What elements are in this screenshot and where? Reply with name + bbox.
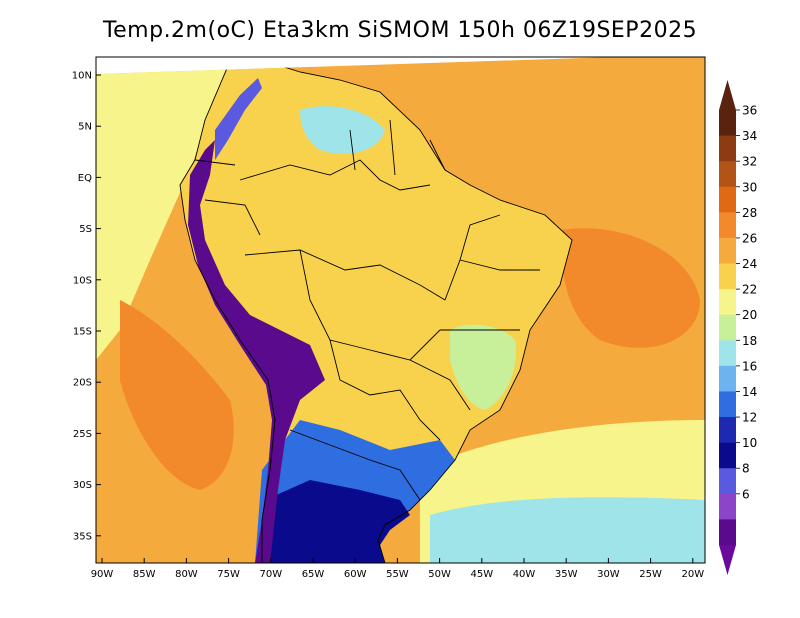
lat-tick-label: 15S bbox=[73, 327, 92, 338]
lon-tick-label: 60W bbox=[344, 569, 367, 580]
colorbar-segment bbox=[719, 237, 736, 265]
colorbar: 36 34 32 30 28 26 24 22 20 18 16 14 12 10 8 6 bbox=[719, 80, 757, 575]
colorbar-label: 26 bbox=[742, 231, 757, 245]
colorbar-segment bbox=[719, 468, 736, 495]
colorbar-segment bbox=[719, 161, 736, 188]
colorbar-label: 32 bbox=[742, 155, 757, 169]
colorbar-segment bbox=[719, 340, 736, 367]
colorbar-label: 10 bbox=[742, 436, 757, 450]
southeast-highland-cool bbox=[450, 324, 516, 410]
lon-tick-label: 50W bbox=[428, 569, 451, 580]
colorbar-segment bbox=[719, 442, 736, 469]
atlantic-warm-patch bbox=[560, 228, 700, 348]
lon-tick-label: 65W bbox=[302, 569, 325, 580]
south-atlantic-cold-band bbox=[430, 497, 705, 563]
lat-tick-label: 35S bbox=[73, 531, 92, 542]
colorbar-segment bbox=[719, 212, 736, 239]
colorbar-label: 14 bbox=[742, 385, 757, 399]
lat-tick-label: 5N bbox=[78, 122, 92, 133]
pacific-cool-band bbox=[96, 60, 230, 360]
lon-tick-label: 30W bbox=[597, 569, 620, 580]
colorbar-label: 20 bbox=[742, 308, 757, 322]
colorbar-label: 22 bbox=[742, 283, 757, 297]
colorbar-segment bbox=[719, 289, 736, 316]
lat-tick-label: 20S bbox=[73, 378, 92, 389]
lon-tick-label: 85W bbox=[133, 569, 156, 580]
colorbar-segment bbox=[719, 519, 736, 546]
colorbar-segment bbox=[719, 314, 736, 341]
colorbar-segment bbox=[719, 110, 736, 137]
lon-tick-label: 90W bbox=[91, 569, 114, 580]
colorbar-label: 24 bbox=[742, 257, 757, 271]
colorbar-low-arrow bbox=[719, 545, 736, 575]
lat-tick-label: EQ bbox=[78, 173, 92, 184]
lat-tick-label: 10N bbox=[72, 71, 92, 82]
lat-tick-label: 25S bbox=[73, 429, 92, 440]
longitude-axis: 90W 85W 80W 75W 70W 65W 60W 55W 50W 45W 40W 35W 30W 2… bbox=[91, 558, 704, 580]
colorbar-segment bbox=[719, 186, 736, 213]
southern-colder-zone bbox=[258, 480, 410, 563]
lat-tick-label: 10S bbox=[73, 275, 92, 286]
lon-tick-label: 75W bbox=[217, 569, 240, 580]
lat-tick-label: 30S bbox=[73, 480, 92, 491]
colorbar-segment bbox=[719, 493, 736, 520]
map-frame bbox=[95, 56, 706, 564]
colorbar-segment bbox=[719, 135, 736, 162]
colorbar-label: 6 bbox=[742, 487, 750, 501]
lon-tick-label: 70W bbox=[259, 569, 282, 580]
colorbar-label: 30 bbox=[742, 180, 757, 194]
country-borders bbox=[179, 59, 573, 563]
colorbar-high-arrow bbox=[719, 80, 736, 110]
colorbar-label: 12 bbox=[742, 411, 757, 425]
colorbar-segment bbox=[719, 391, 736, 418]
colorbar-label: 34 bbox=[742, 129, 757, 143]
pacific-warm-patch bbox=[120, 300, 234, 490]
guiana-highland-cool bbox=[300, 106, 385, 154]
lon-tick-label: 45W bbox=[470, 569, 493, 580]
colorbar-label: 8 bbox=[742, 462, 750, 476]
colorbar-label: 36 bbox=[742, 104, 757, 118]
colorbar-label: 16 bbox=[742, 359, 757, 373]
colorbar-segment bbox=[719, 263, 736, 290]
lon-tick-label: 35W bbox=[555, 569, 578, 580]
lon-tick-label: 40W bbox=[513, 569, 536, 580]
latitude-axis: 10N 5N EQ 5S 10S 15S 20S 25S 30S 35S bbox=[72, 71, 101, 542]
andes-cold-strip bbox=[188, 140, 325, 563]
colorbar-label: 28 bbox=[742, 206, 757, 220]
lon-tick-label: 80W bbox=[175, 569, 198, 580]
colorbar-segment bbox=[719, 417, 736, 444]
lat-tick-label: 5S bbox=[79, 224, 92, 235]
colorbar-label: 18 bbox=[742, 334, 757, 348]
lon-tick-label: 20W bbox=[681, 569, 704, 580]
andes-north-strip bbox=[215, 78, 262, 160]
map-title: Temp.2m(oC) Eta3km SiSMOM 150h 06Z19SEP2… bbox=[102, 18, 698, 43]
lon-tick-label: 55W bbox=[386, 569, 409, 580]
lon-tick-label: 25W bbox=[639, 569, 662, 580]
colorbar-segment bbox=[719, 365, 736, 392]
